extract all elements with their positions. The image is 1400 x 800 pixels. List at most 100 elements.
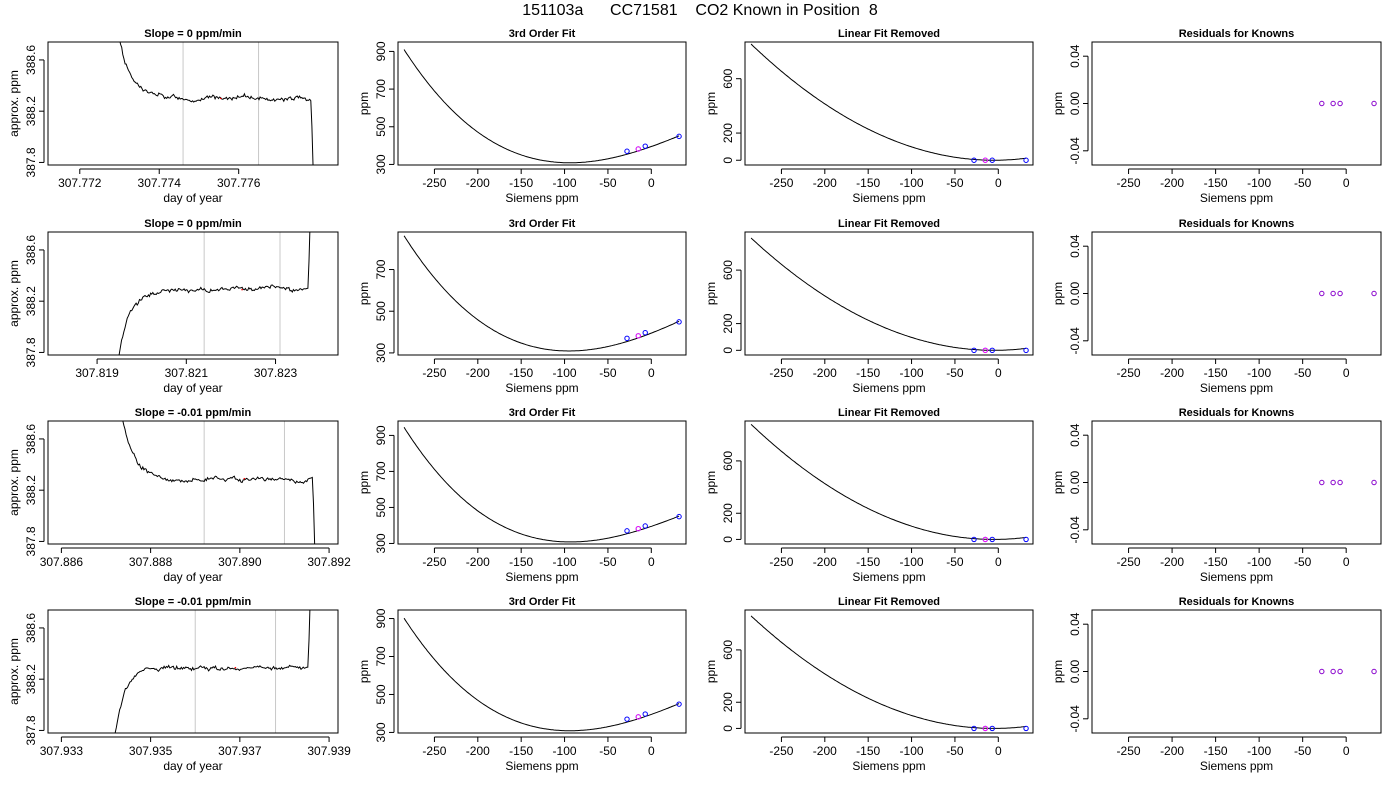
- y-tick-label: 387.8: [24, 526, 38, 556]
- x-tick-label: -100: [900, 555, 924, 569]
- y-tick-label: 0: [721, 725, 735, 732]
- panel-title: 3rd Order Fit: [509, 596, 576, 608]
- y-axis-label: ppm: [1051, 282, 1065, 305]
- panel-title: Residuals for Knowns: [1179, 596, 1295, 608]
- panel-3-2: Linear Fit Removed -250 -200 -150 -100 -50 0 Si…: [704, 596, 1034, 773]
- x-tick-label: 0: [995, 555, 1002, 569]
- x-tick-label: 307.939: [307, 744, 351, 758]
- y-tick-label: 600: [721, 640, 735, 660]
- plot-frame: [744, 231, 1034, 356]
- y-tick-label: 388.2: [24, 286, 38, 316]
- x-axis-label: Siemens ppm: [505, 759, 578, 773]
- y-tick-label: 200: [721, 692, 735, 712]
- data-point: [971, 725, 977, 732]
- y-tick-label: 388.6: [24, 424, 38, 454]
- data-series-line: [119, 42, 314, 165]
- x-tick-label: -100: [1247, 744, 1271, 758]
- x-tick-label: 0: [995, 366, 1002, 380]
- data-point: [642, 143, 648, 149]
- x-axis-label: Siemens ppm: [852, 191, 925, 205]
- data-point: [982, 536, 988, 543]
- x-tick-label: -50: [946, 744, 964, 758]
- x-tick-label: 307.774: [138, 176, 182, 190]
- plot-frame: [744, 41, 1034, 166]
- y-axis-label: ppm: [704, 660, 718, 683]
- x-tick-label: -150: [1204, 176, 1228, 190]
- y-tick-label: 900: [374, 608, 388, 628]
- x-tick-label: 0: [995, 744, 1002, 758]
- panel-0-1: 3rd Order Fit -250 -200 -150 -100 -50 0 Siemens…: [357, 28, 687, 205]
- x-tick-label: 0: [648, 366, 655, 380]
- data-point: [624, 528, 630, 534]
- x-tick-label: -250: [769, 744, 793, 758]
- x-tick-label: -150: [856, 744, 880, 758]
- x-tick-label: -100: [1247, 366, 1271, 380]
- panel-title: 3rd Order Fit: [509, 28, 576, 40]
- panel-3-0: Slope = -0.01 ppm/min 307.933 307.935 307.9…: [7, 596, 351, 773]
- x-tick-label: -200: [1160, 366, 1184, 380]
- y-tick-label: 0.00: [1068, 91, 1082, 115]
- panel-0-3: Residuals for Knowns -250 -200 -150 -100 -50 0…: [1051, 28, 1382, 205]
- x-tick-label: -100: [900, 744, 924, 758]
- x-tick-label: -250: [769, 555, 793, 569]
- y-tick-label: 387.8: [24, 715, 38, 745]
- fit-curve: [750, 237, 1027, 351]
- data-point: [635, 714, 641, 720]
- y-tick-label: 200: [721, 503, 735, 523]
- y-tick-label: 500: [374, 497, 388, 517]
- x-tick-label: -200: [813, 176, 837, 190]
- x-tick-label: -50: [946, 366, 964, 380]
- x-tick-label: 307.933: [40, 744, 84, 758]
- data-point: [1319, 100, 1325, 107]
- x-axis-label: Siemens ppm: [1200, 191, 1273, 205]
- data-series-line: [114, 610, 311, 733]
- y-tick-label: 600: [721, 68, 735, 88]
- plot-frame: [47, 609, 339, 734]
- x-tick-label: -100: [900, 366, 924, 380]
- x-axis-label: Siemens ppm: [505, 191, 578, 205]
- x-tick-label: -250: [422, 366, 446, 380]
- y-tick-label: 387.8: [24, 337, 38, 367]
- data-point: [1330, 668, 1336, 675]
- x-tick-label: -150: [856, 366, 880, 380]
- panel-title: Residuals for Knowns: [1179, 407, 1295, 419]
- data-point: [1371, 479, 1377, 486]
- panel-title: Slope = -0.01 ppm/min: [135, 596, 252, 608]
- data-point: [676, 513, 682, 520]
- y-tick-label: 388.6: [24, 45, 38, 75]
- x-tick-label: 307.937: [218, 744, 262, 758]
- y-tick-label: 0.00: [1068, 470, 1082, 494]
- y-axis-label: approx. ppm: [7, 260, 21, 327]
- data-point: [1023, 725, 1029, 732]
- x-tick-label: 307.892: [307, 555, 351, 569]
- mean-marker: [234, 666, 237, 669]
- x-tick-label: -200: [466, 744, 490, 758]
- x-tick-label: 0: [1343, 744, 1350, 758]
- x-tick-label: -50: [946, 176, 964, 190]
- x-tick-label: -50: [1294, 176, 1312, 190]
- figure-title: 151103a CC71581 CO2 Known in Position 8: [522, 2, 878, 19]
- x-tick-label: -150: [509, 744, 533, 758]
- x-tick-label: 0: [1343, 176, 1350, 190]
- panel-title: Linear Fit Removed: [838, 407, 940, 419]
- x-tick-label: -50: [1294, 555, 1312, 569]
- x-tick-label: -200: [1160, 744, 1184, 758]
- x-tick-label: -250: [1117, 744, 1141, 758]
- plot-frame: [47, 231, 339, 356]
- y-tick-label: 900: [374, 425, 388, 445]
- x-tick-label: -100: [553, 744, 577, 758]
- panel-title: Residuals for Knowns: [1179, 28, 1295, 40]
- x-axis-label: Siemens ppm: [1200, 759, 1273, 773]
- data-point: [635, 333, 641, 339]
- panel-0-0: Slope = 0 ppm/min 307.772 307.774 307.776da…: [7, 28, 339, 205]
- x-axis-label: day of year: [163, 381, 222, 395]
- y-tick-label: 388.2: [24, 96, 38, 126]
- x-tick-label: 0: [1343, 366, 1350, 380]
- data-point: [1319, 290, 1325, 297]
- plot-frame: [397, 420, 687, 545]
- x-tick-label: 0: [648, 176, 655, 190]
- y-tick-label: 200: [721, 123, 735, 143]
- plot-frame: [744, 609, 1034, 734]
- x-tick-label: 307.772: [58, 176, 102, 190]
- data-point: [1319, 668, 1325, 675]
